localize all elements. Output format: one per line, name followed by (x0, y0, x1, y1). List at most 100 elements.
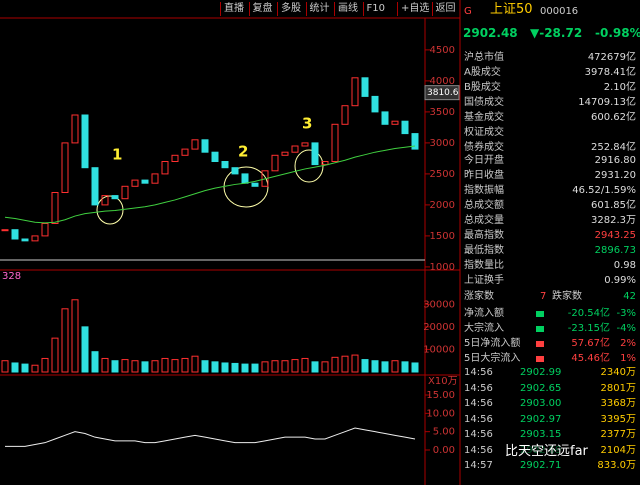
unit-label: X10万 (428, 376, 458, 387)
candle (311, 142, 319, 166)
row-label: 最低指数 (464, 245, 504, 256)
toolbar-button[interactable]: +自选 (397, 2, 429, 16)
toolbar-button[interactable]: F10 (362, 2, 385, 16)
toolbar-button[interactable]: 直播 (220, 2, 244, 16)
row-label: 债券成交 (464, 142, 504, 153)
y-tick-label: 1500 (430, 231, 455, 242)
volume-label: 328 (2, 271, 21, 282)
annotation: 3 (302, 115, 312, 133)
trade-volume: 2104万 (600, 444, 636, 456)
down: 42 (623, 291, 636, 302)
toolbar-button[interactable]: 复盘 (248, 2, 273, 16)
candle (11, 229, 19, 240)
volume-bar (141, 361, 149, 373)
volume-bar (51, 337, 59, 373)
row-value: 3282.3万 (591, 215, 636, 226)
row-value: 600.62亿 (591, 112, 636, 123)
toolbar-button[interactable]: 画线 (334, 2, 358, 16)
y-tick-label: 3000 (430, 138, 455, 149)
y-tick-label: 1000 (430, 262, 455, 273)
candle (281, 151, 289, 156)
flow-pct: 2% (620, 338, 636, 349)
flow-label: 5日净流入额 (464, 338, 521, 349)
indicator-line (5, 427, 416, 447)
row-label: 上证换手 (464, 275, 504, 286)
candle (351, 77, 359, 107)
volume-bar (201, 360, 209, 373)
volume-bar (371, 360, 379, 373)
toolbar-button[interactable]: 返回 (431, 2, 456, 16)
volume-bar (1, 360, 9, 373)
candle (381, 111, 389, 125)
toolbar-button[interactable]: 统计 (305, 2, 330, 16)
row-value: 2943.25 (594, 230, 636, 241)
down-label: 跌家数 (552, 291, 582, 302)
y-tick-label: 20000 (423, 322, 455, 333)
row-label: 指数量比 (464, 260, 504, 271)
volume-bar (261, 361, 269, 373)
code: 000016 (540, 6, 579, 17)
up: 7 (540, 291, 547, 302)
y-tick-label: 10000 (423, 344, 455, 355)
candle (201, 139, 209, 153)
volume-bar (11, 362, 19, 373)
candle (121, 185, 129, 200)
candle (71, 114, 79, 144)
candle (411, 133, 419, 150)
annotation: 2 (238, 143, 248, 161)
flow-pct: -4% (616, 323, 636, 334)
row-value: 46.52/1.59% (572, 185, 636, 196)
candle (31, 235, 39, 242)
moving-average (4, 145, 416, 224)
candle (141, 179, 149, 184)
flow-value: -20.54亿 (567, 308, 610, 319)
candle (181, 148, 189, 156)
candle (271, 154, 279, 172)
circle (96, 195, 124, 225)
trade-time: 14:56 (464, 444, 493, 456)
pct: -0.98% (595, 26, 640, 40)
flag: G (464, 6, 472, 17)
volume-bar (351, 354, 359, 373)
trade-price: 2903.00 (520, 398, 562, 409)
row-value: 2931.20 (594, 170, 636, 181)
y-tick-label: 30000 (423, 299, 455, 310)
row-label: A股成交 (464, 67, 501, 78)
flow-pct: -3% (616, 308, 636, 319)
up-label: 涨家数 (464, 291, 494, 302)
volume-bar (301, 357, 309, 373)
price: 2902.48 (463, 26, 518, 40)
row-value: 2896.73 (594, 245, 636, 256)
row-value: 14709.13亿 (578, 97, 636, 108)
trade-volume: 2377万 (600, 429, 636, 440)
candle (251, 182, 259, 187)
trade-volume: 2801万 (600, 382, 636, 394)
candle (321, 161, 329, 166)
candle (371, 95, 379, 113)
y-tick-label: 4000 (430, 76, 455, 87)
row-value: 472679亿 (587, 52, 636, 63)
flow-bar (536, 356, 544, 362)
candle (101, 195, 109, 206)
row-label: 最高指数 (464, 230, 504, 241)
candle (41, 223, 49, 237)
row-label: 昨日收盘 (464, 170, 504, 181)
candle (1, 229, 9, 232)
annotation: 1 (112, 146, 122, 164)
volume-bar (131, 360, 139, 373)
row-label: 总成交量 (464, 215, 504, 226)
row-label: 权证成交 (464, 127, 504, 138)
trade-price: 2902.71 (520, 460, 562, 471)
candle (131, 179, 139, 187)
trade-price: 2902.65 (520, 382, 562, 394)
candle (241, 173, 249, 184)
toolbar-button[interactable]: 多股 (277, 2, 301, 16)
volume-bar (171, 359, 179, 373)
row-value: 2.10亿 (603, 82, 636, 93)
watermark: 比天空还远far (505, 444, 588, 459)
candle (361, 77, 369, 97)
y-tick-label: 0.00 (433, 445, 455, 456)
flow-label: 净流入额 (464, 308, 504, 319)
candle (151, 173, 159, 184)
